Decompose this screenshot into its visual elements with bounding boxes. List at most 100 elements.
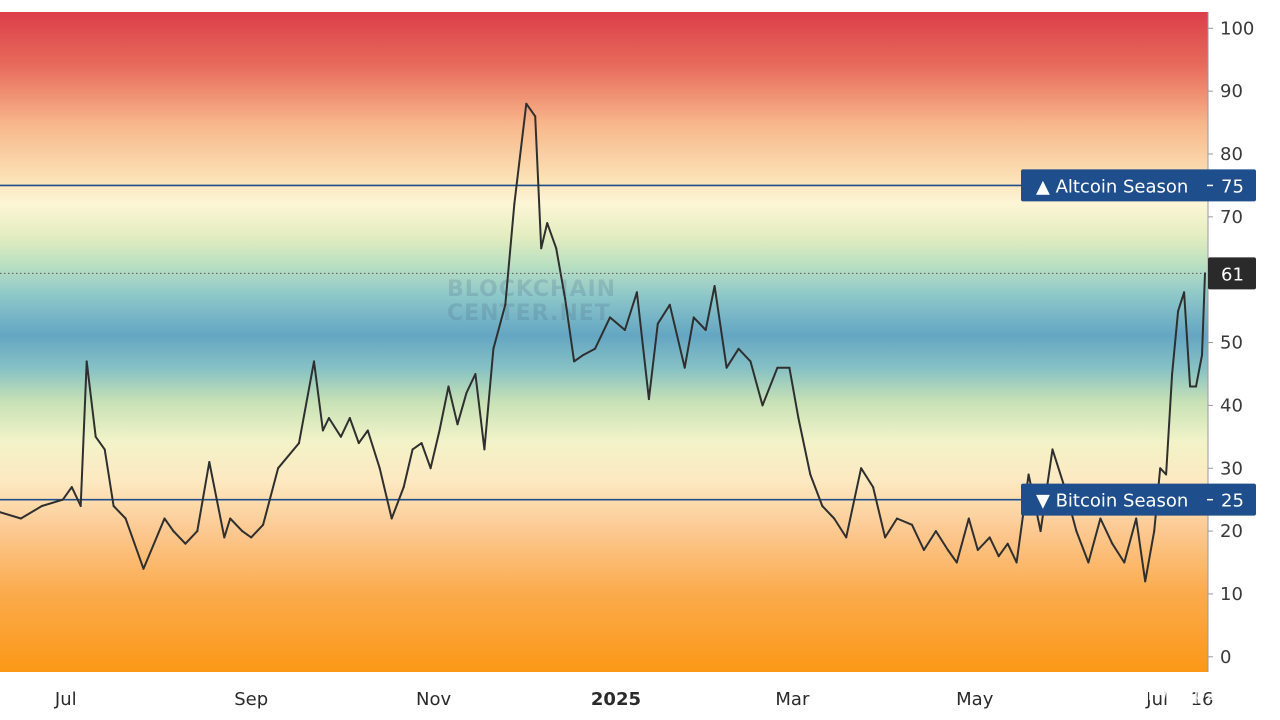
data-point <box>40 505 43 507</box>
data-point <box>321 429 324 432</box>
data-point <box>1183 291 1186 294</box>
data-point <box>438 429 441 432</box>
threshold-badge-label: ▲ Altcoin Season <box>1036 176 1188 197</box>
data-point <box>420 442 423 445</box>
data-point <box>348 417 351 419</box>
data-point <box>241 530 244 533</box>
data-point <box>1051 448 1054 451</box>
credit-text: @Abrar Anwar p2p <box>1050 683 1230 705</box>
data-point <box>1144 580 1147 583</box>
plot-background <box>0 12 1208 672</box>
data-point <box>70 486 73 489</box>
data-point <box>513 203 516 206</box>
y-tick-label: 80 <box>1220 144 1243 165</box>
data-point <box>1111 542 1114 545</box>
data-point <box>647 398 650 401</box>
data-point <box>1177 310 1180 313</box>
x-tick-label: May <box>956 689 994 710</box>
data-point <box>1195 385 1197 388</box>
y-tick-label: 100 <box>1220 18 1254 39</box>
data-point <box>525 102 528 105</box>
threshold-badge-label: ▼ Bitcoin Season <box>1036 491 1188 512</box>
data-point <box>911 523 913 526</box>
data-point <box>1087 561 1090 564</box>
data-point <box>656 322 659 325</box>
data-point <box>184 542 187 545</box>
data-point <box>1099 517 1102 520</box>
data-point <box>1015 561 1018 564</box>
data-point <box>896 517 898 520</box>
x-tick-label: Jul <box>54 689 77 710</box>
x-tick-label: Mar <box>775 689 810 710</box>
data-point <box>483 448 486 451</box>
data-point <box>555 247 558 250</box>
data-point <box>609 316 611 319</box>
watermark: BLOCKCHAIN CENTER.NET <box>447 277 616 326</box>
data-point <box>788 366 791 369</box>
threshold-lines <box>0 184 1208 501</box>
data-point <box>749 360 752 363</box>
data-point <box>1204 272 1206 275</box>
data-point <box>1159 467 1162 470</box>
data-point <box>955 561 958 564</box>
credit-overlay: @Abrar Anwar p2p <box>1019 682 1230 706</box>
threshold-badge-25 <box>1021 483 1256 516</box>
data-point <box>546 222 549 225</box>
x-tick-label: 16 <box>1191 689 1214 710</box>
x-tick-label: 2025 <box>591 689 641 710</box>
data-point <box>277 467 280 470</box>
data-point <box>704 329 707 331</box>
data-point <box>390 517 393 520</box>
data-point <box>776 366 779 369</box>
y-tick-label: 20 <box>1220 521 1243 542</box>
data-point <box>19 517 22 520</box>
data-point <box>934 530 937 533</box>
y-axis-panel <box>1208 12 1280 672</box>
data-point <box>683 366 686 369</box>
data-point <box>313 360 315 363</box>
data-point <box>456 423 459 426</box>
data-point <box>223 536 226 539</box>
data-point <box>262 523 265 526</box>
y-axis-ticks: 0102030405060708090100 <box>1208 18 1254 668</box>
data-point <box>967 517 970 520</box>
data-point <box>298 442 300 445</box>
data-point <box>474 373 477 375</box>
data-point <box>1006 542 1009 545</box>
data-point <box>922 549 925 551</box>
data-point <box>946 549 949 551</box>
x-tick-label: Sep <box>234 689 268 710</box>
data-point <box>250 536 253 539</box>
data-point <box>85 360 88 363</box>
data-point <box>872 486 875 489</box>
data-point <box>1075 530 1078 533</box>
data-point <box>112 505 115 507</box>
data-point <box>163 517 166 520</box>
data-point <box>1165 473 1168 476</box>
data-point <box>1153 530 1156 533</box>
x-tick-label: Jul <box>1145 689 1168 710</box>
data-point <box>564 297 567 300</box>
data-point <box>172 530 175 533</box>
data-point <box>429 467 432 470</box>
current-value-label: 61 <box>1221 264 1244 285</box>
data-point <box>103 448 106 451</box>
data-point <box>573 360 576 363</box>
data-point <box>229 517 232 520</box>
x-axis-ticks: Jul Sep Nov 2025 Mar May Jul 16 <box>54 689 1214 710</box>
data-point <box>692 316 695 319</box>
data-point <box>668 303 671 306</box>
data-point <box>94 435 97 438</box>
y-tick-label: 90 <box>1220 81 1243 102</box>
x-tick-label: Nov <box>416 689 451 710</box>
data-point <box>196 530 199 533</box>
data-point <box>378 467 381 470</box>
y-tick-label: 40 <box>1220 395 1243 416</box>
watermark-line-1: BLOCKCHAIN <box>447 277 616 302</box>
data-point <box>1201 354 1203 357</box>
data-point <box>504 303 507 306</box>
data-point <box>860 467 863 470</box>
y-tick-label: 10 <box>1220 584 1243 605</box>
y-tick-label: 70 <box>1220 207 1243 228</box>
